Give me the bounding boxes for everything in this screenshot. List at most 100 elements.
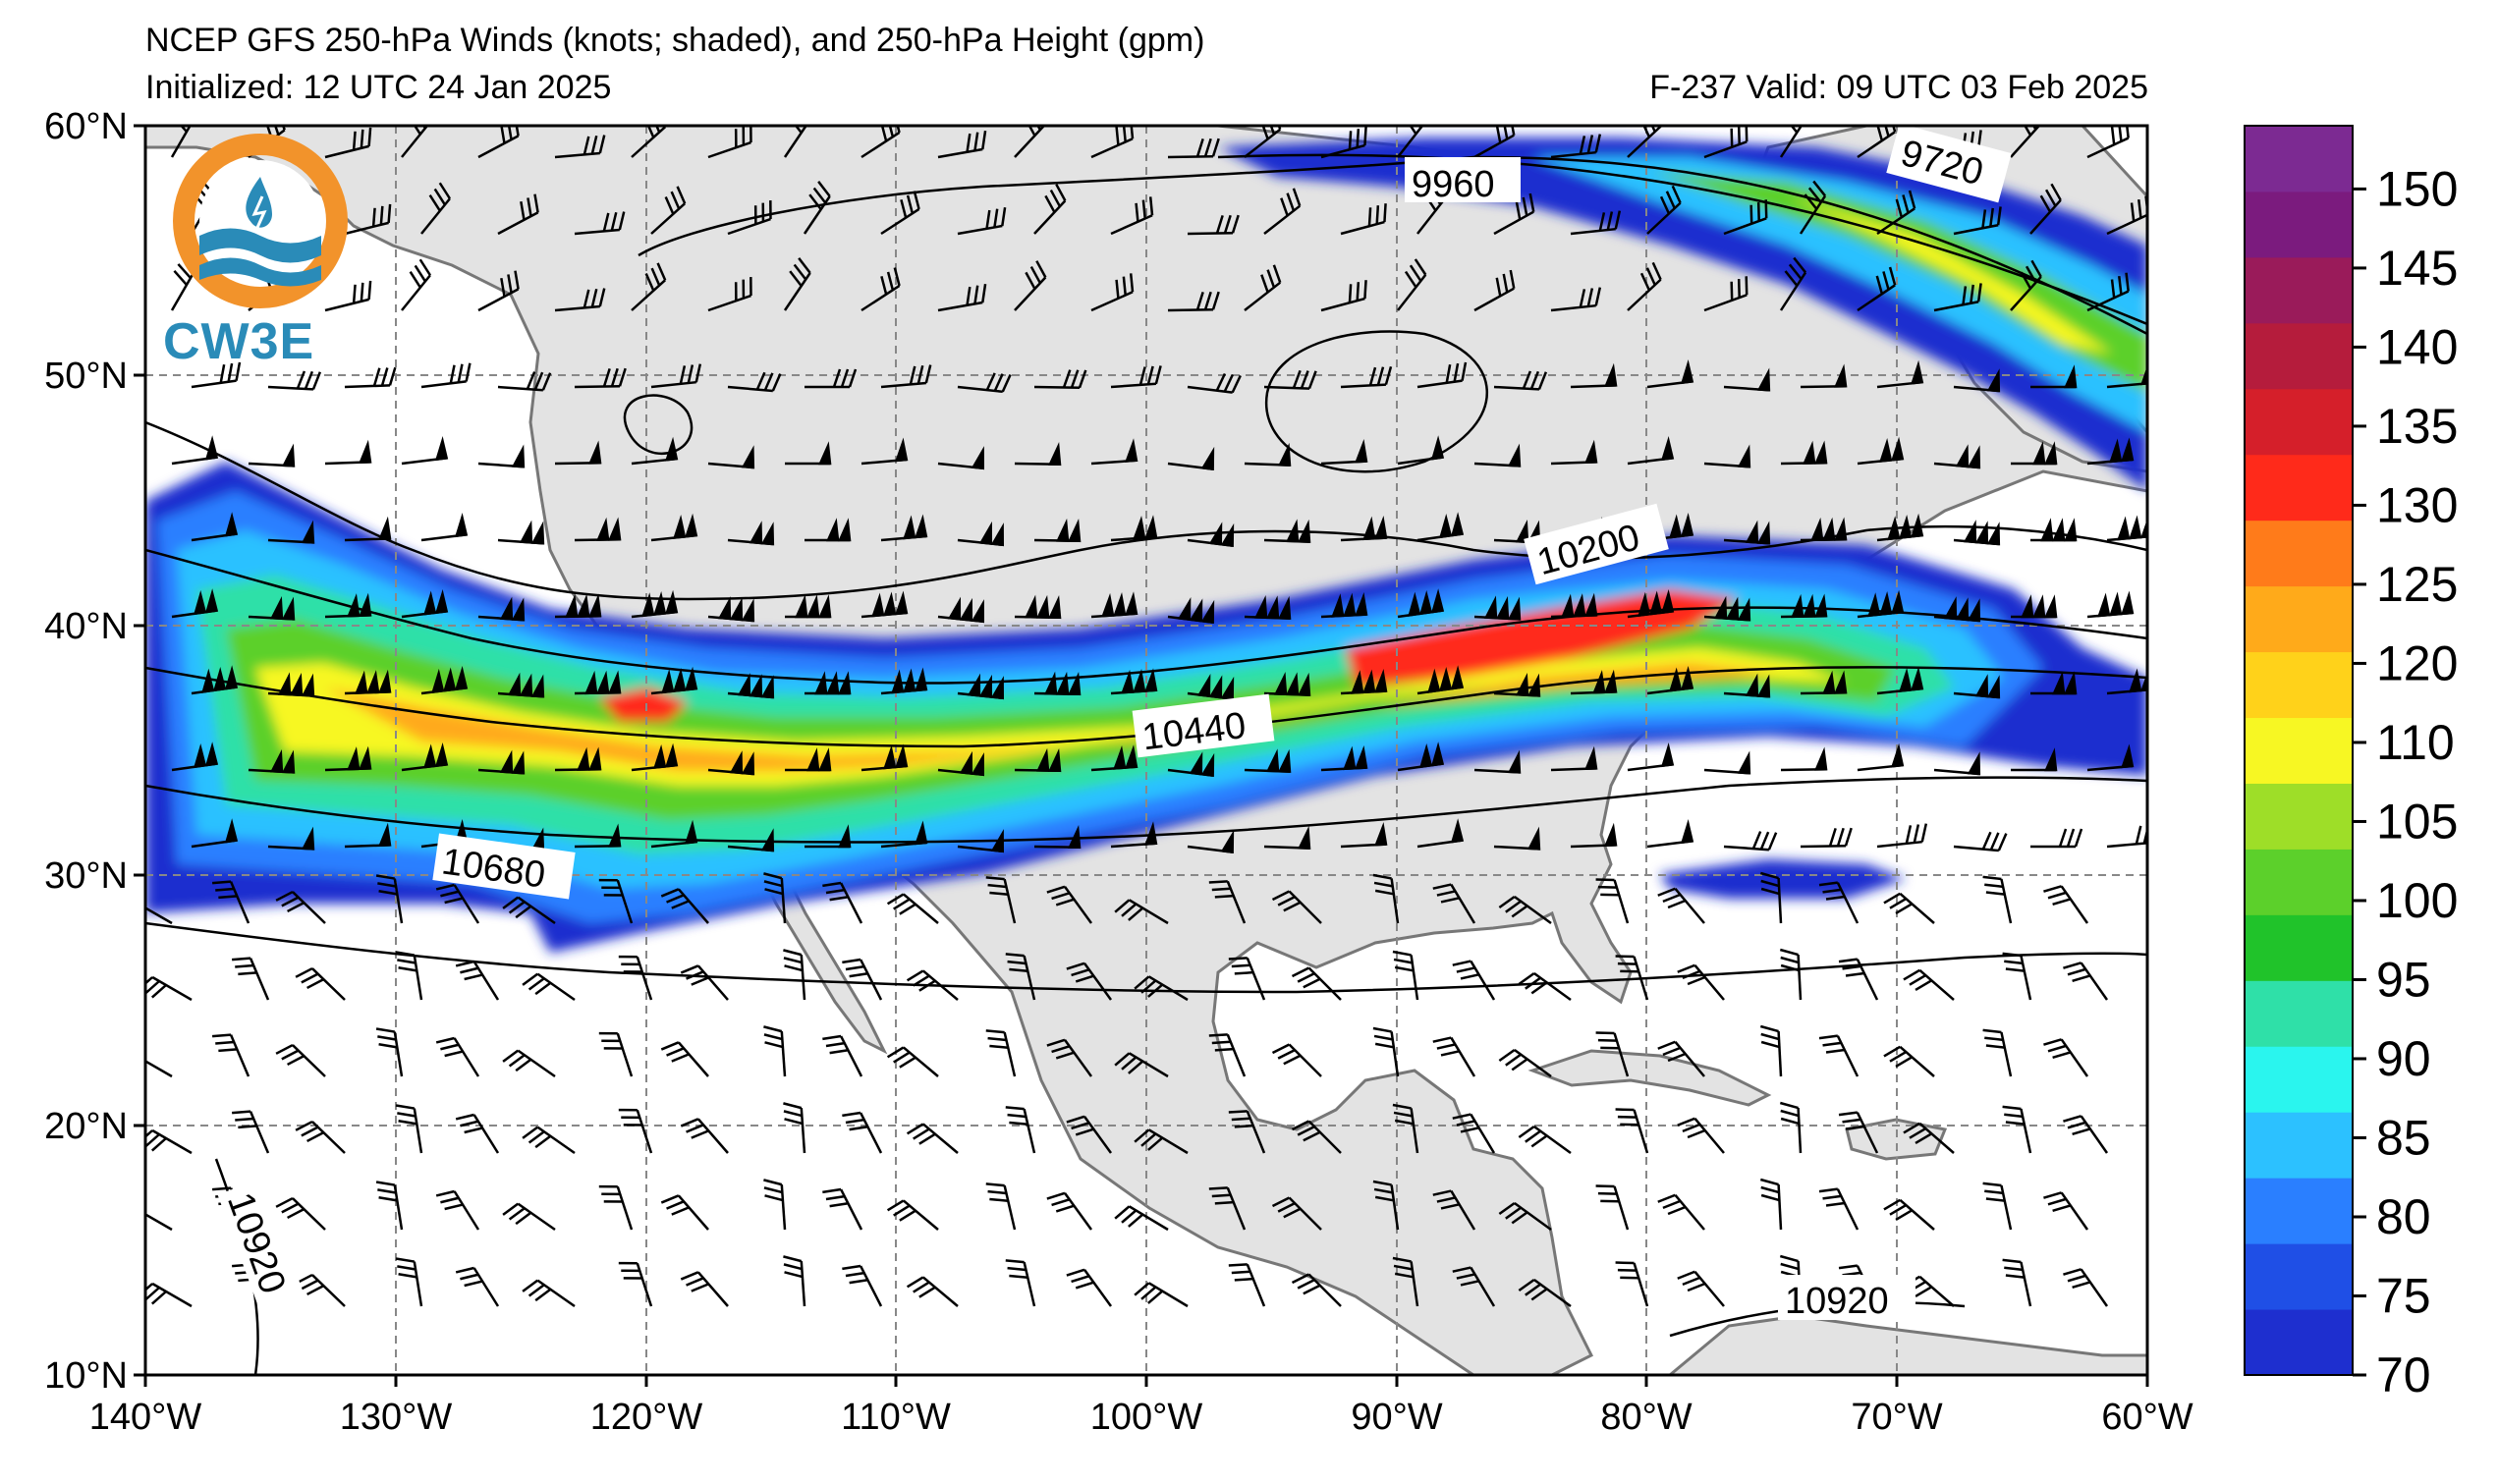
wind-barb bbox=[1723, 199, 1768, 236]
lon-label: 140°W bbox=[89, 1397, 202, 1438]
colorbar-tick-label: 140 bbox=[2376, 319, 2458, 374]
wind-barb bbox=[1627, 126, 1662, 158]
wind-barb bbox=[1493, 673, 1541, 697]
wind-barb bbox=[1933, 596, 1981, 623]
wind-barb bbox=[1014, 442, 1062, 467]
colorbar-tick-label: 150 bbox=[2376, 161, 2458, 216]
wind-barb bbox=[1550, 134, 1602, 159]
wind-barb bbox=[1392, 1256, 1419, 1307]
wind-barb bbox=[1933, 283, 1982, 312]
wind-barb bbox=[2002, 1258, 2032, 1307]
wind-barb bbox=[267, 370, 322, 391]
colorbar-segment bbox=[2245, 126, 2353, 192]
wind-barb bbox=[145, 1205, 173, 1232]
wind-barb bbox=[957, 372, 1012, 394]
wind-barb bbox=[822, 1187, 863, 1231]
contour-label-10920-east: 10920 bbox=[1785, 1281, 1889, 1322]
wind-barb bbox=[1005, 1106, 1036, 1154]
wind-barb bbox=[763, 1179, 787, 1231]
wind-barb bbox=[1723, 831, 1778, 852]
wind-barb bbox=[880, 820, 928, 849]
wind-barb bbox=[727, 371, 782, 393]
wind-barb bbox=[937, 596, 985, 624]
wind-barb bbox=[1646, 818, 1694, 849]
wind-barb bbox=[2086, 126, 2130, 159]
wind-barb bbox=[906, 969, 959, 1001]
wind-barb bbox=[502, 896, 556, 925]
wind-barb bbox=[650, 819, 698, 849]
wind-barb bbox=[1759, 1024, 1783, 1077]
lat-labels: 60°N 50°N 40°N 30°N 20°N 10°N bbox=[44, 106, 128, 1397]
wind-barb bbox=[1982, 1182, 2013, 1231]
wind-barb bbox=[842, 1264, 883, 1307]
wind-barb bbox=[497, 520, 545, 545]
wind-barb bbox=[171, 435, 219, 466]
wind-barb bbox=[1372, 1026, 1400, 1077]
wind-barb bbox=[783, 949, 806, 1001]
wind-barb bbox=[985, 1182, 1017, 1231]
wind-barb bbox=[598, 1031, 634, 1077]
wind-barb bbox=[1518, 1278, 1572, 1308]
wind-barb bbox=[435, 883, 480, 924]
wind-barb bbox=[497, 371, 552, 392]
wind-barb bbox=[727, 521, 775, 546]
wind-barb bbox=[435, 1189, 480, 1231]
wind-barb bbox=[1046, 885, 1093, 924]
wind-barb bbox=[1883, 1198, 1935, 1231]
wind-barb bbox=[1397, 588, 1445, 619]
wind-barb bbox=[1452, 1113, 1496, 1154]
wind-barb bbox=[1134, 1128, 1189, 1155]
wind-barb bbox=[1320, 280, 1367, 312]
wind-barb bbox=[1953, 520, 2001, 546]
wind-barb bbox=[1550, 592, 1598, 619]
wind-barb bbox=[502, 1202, 556, 1232]
wind-barb bbox=[1110, 668, 1158, 695]
wind-barb bbox=[1903, 1122, 1955, 1154]
wind-barb bbox=[1677, 963, 1725, 1001]
wind-barb bbox=[860, 437, 909, 466]
wind-barb bbox=[805, 368, 858, 389]
wind-barb bbox=[1800, 670, 1848, 695]
wind-barb bbox=[1291, 1120, 1342, 1154]
wind-barb bbox=[1416, 361, 1468, 389]
wind-barb bbox=[554, 135, 606, 159]
wind-barb bbox=[2030, 518, 2078, 542]
wind-barb bbox=[497, 672, 545, 698]
wind-barb bbox=[906, 1123, 959, 1154]
wind-barb bbox=[2002, 952, 2032, 1001]
wind-barb bbox=[267, 672, 315, 697]
wind-barb bbox=[880, 191, 920, 236]
map-title-line: NCEP GFS 250-hPa Winds (knots; shaded), … bbox=[145, 22, 1205, 59]
wind-barb bbox=[574, 211, 626, 236]
wind-barb bbox=[574, 823, 622, 849]
wind-barb bbox=[1953, 674, 2001, 699]
wind-barb bbox=[267, 520, 315, 544]
wind-barb bbox=[2063, 1268, 2109, 1307]
logo-ring bbox=[173, 134, 348, 308]
wind-barb bbox=[1703, 750, 1751, 775]
colorbar-tick-label: 70 bbox=[2376, 1347, 2431, 1402]
wind-barb bbox=[295, 1120, 346, 1154]
wind-barb bbox=[1208, 1033, 1247, 1077]
wind-barb bbox=[1187, 829, 1235, 854]
wind-barb bbox=[2086, 743, 2135, 772]
wind-barb bbox=[2043, 1038, 2089, 1077]
wind-barb bbox=[880, 514, 928, 542]
colorbar-tick-label: 95 bbox=[2376, 952, 2431, 1007]
wind-barb bbox=[1416, 512, 1465, 542]
wind-barb bbox=[170, 126, 196, 158]
wind-barb bbox=[212, 1033, 250, 1077]
wind-barb bbox=[1933, 444, 1981, 469]
wind-barb bbox=[803, 181, 831, 235]
wind-barb bbox=[957, 207, 1007, 236]
wind-barb bbox=[1982, 875, 2013, 924]
wind-barb bbox=[1228, 1263, 1266, 1307]
wind-barb bbox=[1271, 890, 1322, 924]
wind-barb bbox=[1291, 966, 1342, 1001]
colorbar-segment bbox=[2245, 1178, 2353, 1244]
wind-barb bbox=[275, 1196, 326, 1231]
wind-barb bbox=[1320, 591, 1368, 619]
wind-barb bbox=[1615, 1261, 1649, 1307]
wind-barb bbox=[631, 126, 667, 158]
wind-barb bbox=[880, 364, 932, 389]
